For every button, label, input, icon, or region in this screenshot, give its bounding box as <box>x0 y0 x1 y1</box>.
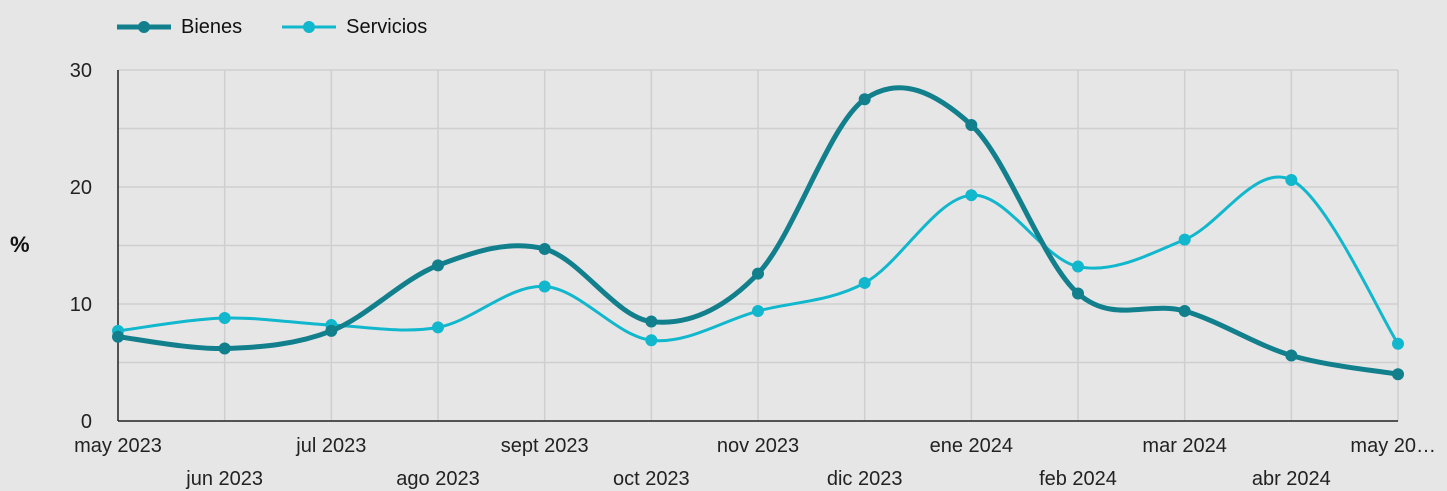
data-point-bienes <box>218 342 231 355</box>
data-point-bienes <box>538 243 551 256</box>
x-tick-label: ago 2023 <box>396 468 479 490</box>
y-tick-label: 10 <box>70 294 92 316</box>
x-tick-label: feb 2024 <box>1039 468 1117 490</box>
legend-item-bienes: Bienes <box>115 16 242 39</box>
data-point-servicios <box>1178 233 1191 246</box>
x-tick-label: jul 2023 <box>295 435 366 457</box>
data-point-servicios <box>432 321 444 334</box>
legend-swatch-marker <box>138 21 150 33</box>
data-point-servicios <box>752 305 764 318</box>
chart-legend: Bienes Servicios <box>115 12 465 42</box>
data-point-bienes <box>965 118 978 131</box>
data-point-bienes <box>1392 368 1404 381</box>
y-tick-label: 0 <box>81 411 92 433</box>
legend-label-servicios: Servicios <box>346 15 428 38</box>
legend-item-servicios: Servicios <box>280 16 427 39</box>
data-point-servicios <box>645 334 658 347</box>
x-tick-label: abr 2024 <box>1252 468 1331 490</box>
data-point-bienes <box>1285 349 1298 362</box>
series-line-bienes <box>115 85 1401 377</box>
data-point-bienes <box>432 259 444 272</box>
grid <box>118 69 1399 421</box>
data-point-bienes <box>858 93 871 106</box>
data-point-servicios <box>538 280 551 293</box>
data-point-bienes <box>645 315 658 328</box>
data-point-bienes <box>112 330 124 343</box>
data-point-servicios <box>858 276 871 289</box>
data-point-servicios <box>1285 173 1298 186</box>
data-point-bienes <box>1178 305 1191 318</box>
data-point-servicios <box>1392 337 1404 350</box>
legend-swatch-marker <box>303 21 316 33</box>
data-point-bienes <box>1072 287 1084 300</box>
data-point-bienes <box>752 267 764 280</box>
legend-label-bienes: Bienes <box>181 15 243 38</box>
x-tick-label: mar 2024 <box>1142 435 1227 457</box>
y-axis-label: % <box>10 232 30 257</box>
x-tick-label: may 20… <box>1350 435 1436 457</box>
x-tick-label: jun 2023 <box>185 468 263 490</box>
y-tick-label: 20 <box>70 177 92 199</box>
y-tick-label: 30 <box>70 60 92 82</box>
data-point-servicios <box>218 312 231 325</box>
x-tick-label: oct 2023 <box>613 468 690 490</box>
data-point-servicios <box>965 189 978 202</box>
legend-swatch-bienes <box>117 21 171 33</box>
data-point-servicios <box>1072 260 1084 273</box>
x-tick-label: dic 2023 <box>827 468 903 490</box>
x-tick-label: ene 2024 <box>930 435 1013 457</box>
x-tick-label: sept 2023 <box>501 435 589 457</box>
legend-swatch-servicios <box>282 21 337 33</box>
x-tick-label: may 2023 <box>74 435 162 457</box>
x-tick-label: nov 2023 <box>717 435 799 457</box>
data-point-bienes <box>325 324 338 337</box>
